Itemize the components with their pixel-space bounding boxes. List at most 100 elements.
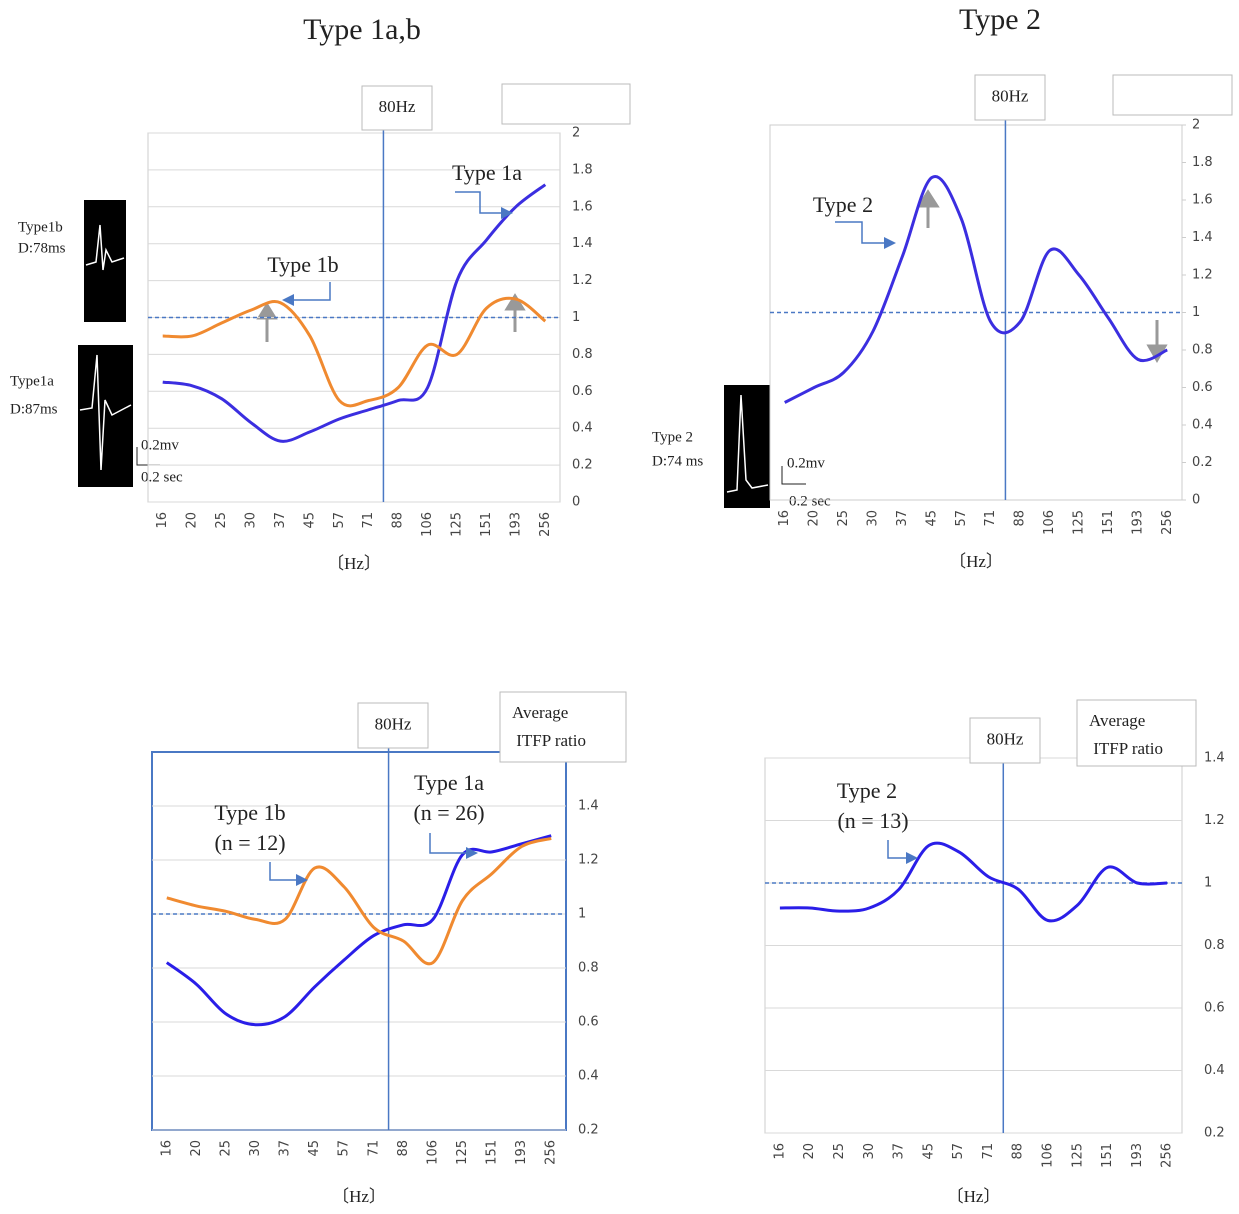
y-label-box bbox=[1113, 75, 1232, 115]
y-tick-label: 1.6 bbox=[1192, 193, 1213, 208]
x-tick-label: 71 bbox=[366, 1140, 381, 1157]
x-tick-label: 37 bbox=[278, 1140, 293, 1157]
y-tick-label: 0.2 bbox=[578, 1123, 599, 1138]
inset-label: Type1b bbox=[18, 219, 63, 235]
inset-label: Type1a bbox=[10, 373, 54, 389]
y-tick-label: 1.4 bbox=[572, 236, 593, 251]
x-tick-label: 71 bbox=[983, 510, 998, 527]
series-note: (n = 13) bbox=[837, 808, 908, 833]
y-tick-label: 1.4 bbox=[1204, 751, 1225, 766]
x-tick-label: 106 bbox=[420, 512, 435, 537]
series-label: Type 1a bbox=[452, 160, 522, 185]
y-tick-label: 0.4 bbox=[1192, 418, 1213, 433]
y-axis-label-line: Average bbox=[512, 703, 568, 722]
marker-label: 80Hz bbox=[992, 86, 1029, 105]
marker-label: 80Hz bbox=[987, 729, 1024, 748]
y-tick-label: 1.6 bbox=[572, 199, 593, 214]
x-tick-label: 193 bbox=[508, 512, 523, 537]
label-arrow bbox=[888, 840, 915, 858]
series-label: Type 1a bbox=[414, 770, 484, 795]
x-tick-label: 30 bbox=[862, 1143, 877, 1160]
series-line bbox=[163, 298, 546, 406]
y-tick-label: 1.8 bbox=[1192, 155, 1213, 170]
x-tick-label: 151 bbox=[1100, 1143, 1115, 1168]
x-tick-label: 193 bbox=[1130, 1143, 1145, 1168]
x-tick-label: 256 bbox=[544, 1140, 559, 1165]
x-tick-label: 125 bbox=[1072, 510, 1087, 535]
x-tick-label: 88 bbox=[391, 512, 406, 529]
y-tick-label: 0.2 bbox=[1192, 455, 1213, 470]
x-tick-label: 88 bbox=[396, 1140, 411, 1157]
scale-x: 0.2 sec bbox=[789, 493, 831, 509]
gray-arrows bbox=[259, 192, 1165, 360]
x-tick-label: 25 bbox=[218, 1140, 233, 1157]
x-tick-label: 20 bbox=[189, 1140, 204, 1157]
x-tick-label: 37 bbox=[273, 512, 288, 529]
series-note: (n = 12) bbox=[214, 830, 285, 855]
x-tick-label: 16 bbox=[777, 510, 792, 527]
x-tick-label: 106 bbox=[1042, 510, 1057, 535]
scale-x: 0.2 sec bbox=[141, 469, 183, 485]
x-tick-label: 106 bbox=[425, 1140, 440, 1165]
x-tick-label: 125 bbox=[450, 512, 465, 537]
y-tick-label: 0.4 bbox=[578, 1069, 599, 1084]
y-tick-label: 1 bbox=[1192, 305, 1200, 320]
series-label: Type 1b bbox=[214, 800, 285, 825]
y-tick-label: 0.6 bbox=[1192, 380, 1213, 395]
x-tick-label: 125 bbox=[455, 1140, 470, 1165]
inset-image bbox=[78, 345, 133, 487]
chart-title: Type 1a,b bbox=[303, 13, 421, 46]
x-axis-label: 〔Hz〕 bbox=[947, 1187, 1001, 1206]
x-tick-label: 20 bbox=[802, 1143, 817, 1160]
y-tick-label: 0 bbox=[1192, 493, 1200, 508]
x-tick-label: 30 bbox=[248, 1140, 263, 1157]
y-tick-label: 1.4 bbox=[578, 799, 599, 814]
x-tick-label: 193 bbox=[514, 1140, 529, 1165]
y-tick-label: 0.4 bbox=[1204, 1063, 1225, 1078]
label-arrow bbox=[285, 282, 330, 300]
y-tick-label: 0.8 bbox=[1204, 938, 1225, 953]
y-tick-label: 0.6 bbox=[578, 1015, 599, 1030]
chart-title: Type 2 bbox=[959, 3, 1041, 36]
x-tick-label: 20 bbox=[185, 512, 200, 529]
x-tick-label: 256 bbox=[1160, 510, 1175, 535]
x-tick-label: 193 bbox=[1130, 510, 1145, 535]
y-tick-label: 0.8 bbox=[578, 961, 599, 976]
x-tick-label: 256 bbox=[538, 512, 553, 537]
scale-y: 0.2mv bbox=[787, 455, 825, 471]
x-tick-label: 25 bbox=[836, 510, 851, 527]
series-label: Type 1b bbox=[267, 252, 338, 277]
inset-duration: D:87ms bbox=[10, 401, 58, 417]
x-tick-label: 57 bbox=[951, 1143, 966, 1160]
x-tick-label: 20 bbox=[807, 510, 822, 527]
inset-image bbox=[724, 385, 770, 508]
x-tick-label: 151 bbox=[1101, 510, 1116, 535]
x-tick-label: 125 bbox=[1070, 1143, 1085, 1168]
x-tick-label: 256 bbox=[1160, 1143, 1175, 1168]
marker-label: 80Hz bbox=[375, 714, 412, 733]
x-tick-label: 30 bbox=[866, 510, 881, 527]
x-tick-label: 25 bbox=[832, 1143, 847, 1160]
x-axis-label: 〔Hz〕 bbox=[327, 554, 381, 573]
label-arrow bbox=[270, 862, 305, 880]
x-tick-label: 25 bbox=[214, 512, 229, 529]
y-tick-label: 0.8 bbox=[1192, 343, 1213, 358]
y-tick-label: 1.2 bbox=[572, 273, 593, 288]
series-line bbox=[167, 836, 551, 1025]
x-tick-label: 16 bbox=[772, 1143, 787, 1160]
label-arrow bbox=[455, 192, 510, 213]
y-axis-label-line: ITFP ratio bbox=[1089, 739, 1163, 758]
y-tick-label: 0.8 bbox=[572, 347, 593, 362]
marker-label: 80Hz bbox=[379, 97, 416, 116]
inset-duration: D:74 ms bbox=[652, 453, 703, 469]
y-label-box bbox=[502, 84, 630, 124]
series-note: (n = 26) bbox=[413, 800, 484, 825]
y-tick-label: 1 bbox=[572, 310, 580, 325]
x-tick-label: 57 bbox=[337, 1140, 352, 1157]
x-tick-label: 30 bbox=[244, 512, 259, 529]
figure: Type1b D:78ms Type1a D:87ms 0.2mv 0.2 se… bbox=[0, 0, 1239, 1214]
x-tick-label: 88 bbox=[1011, 1143, 1026, 1160]
series-label: Type 2 bbox=[837, 778, 897, 803]
x-tick-label: 57 bbox=[954, 510, 969, 527]
y-tick-label: 1 bbox=[1204, 876, 1212, 891]
